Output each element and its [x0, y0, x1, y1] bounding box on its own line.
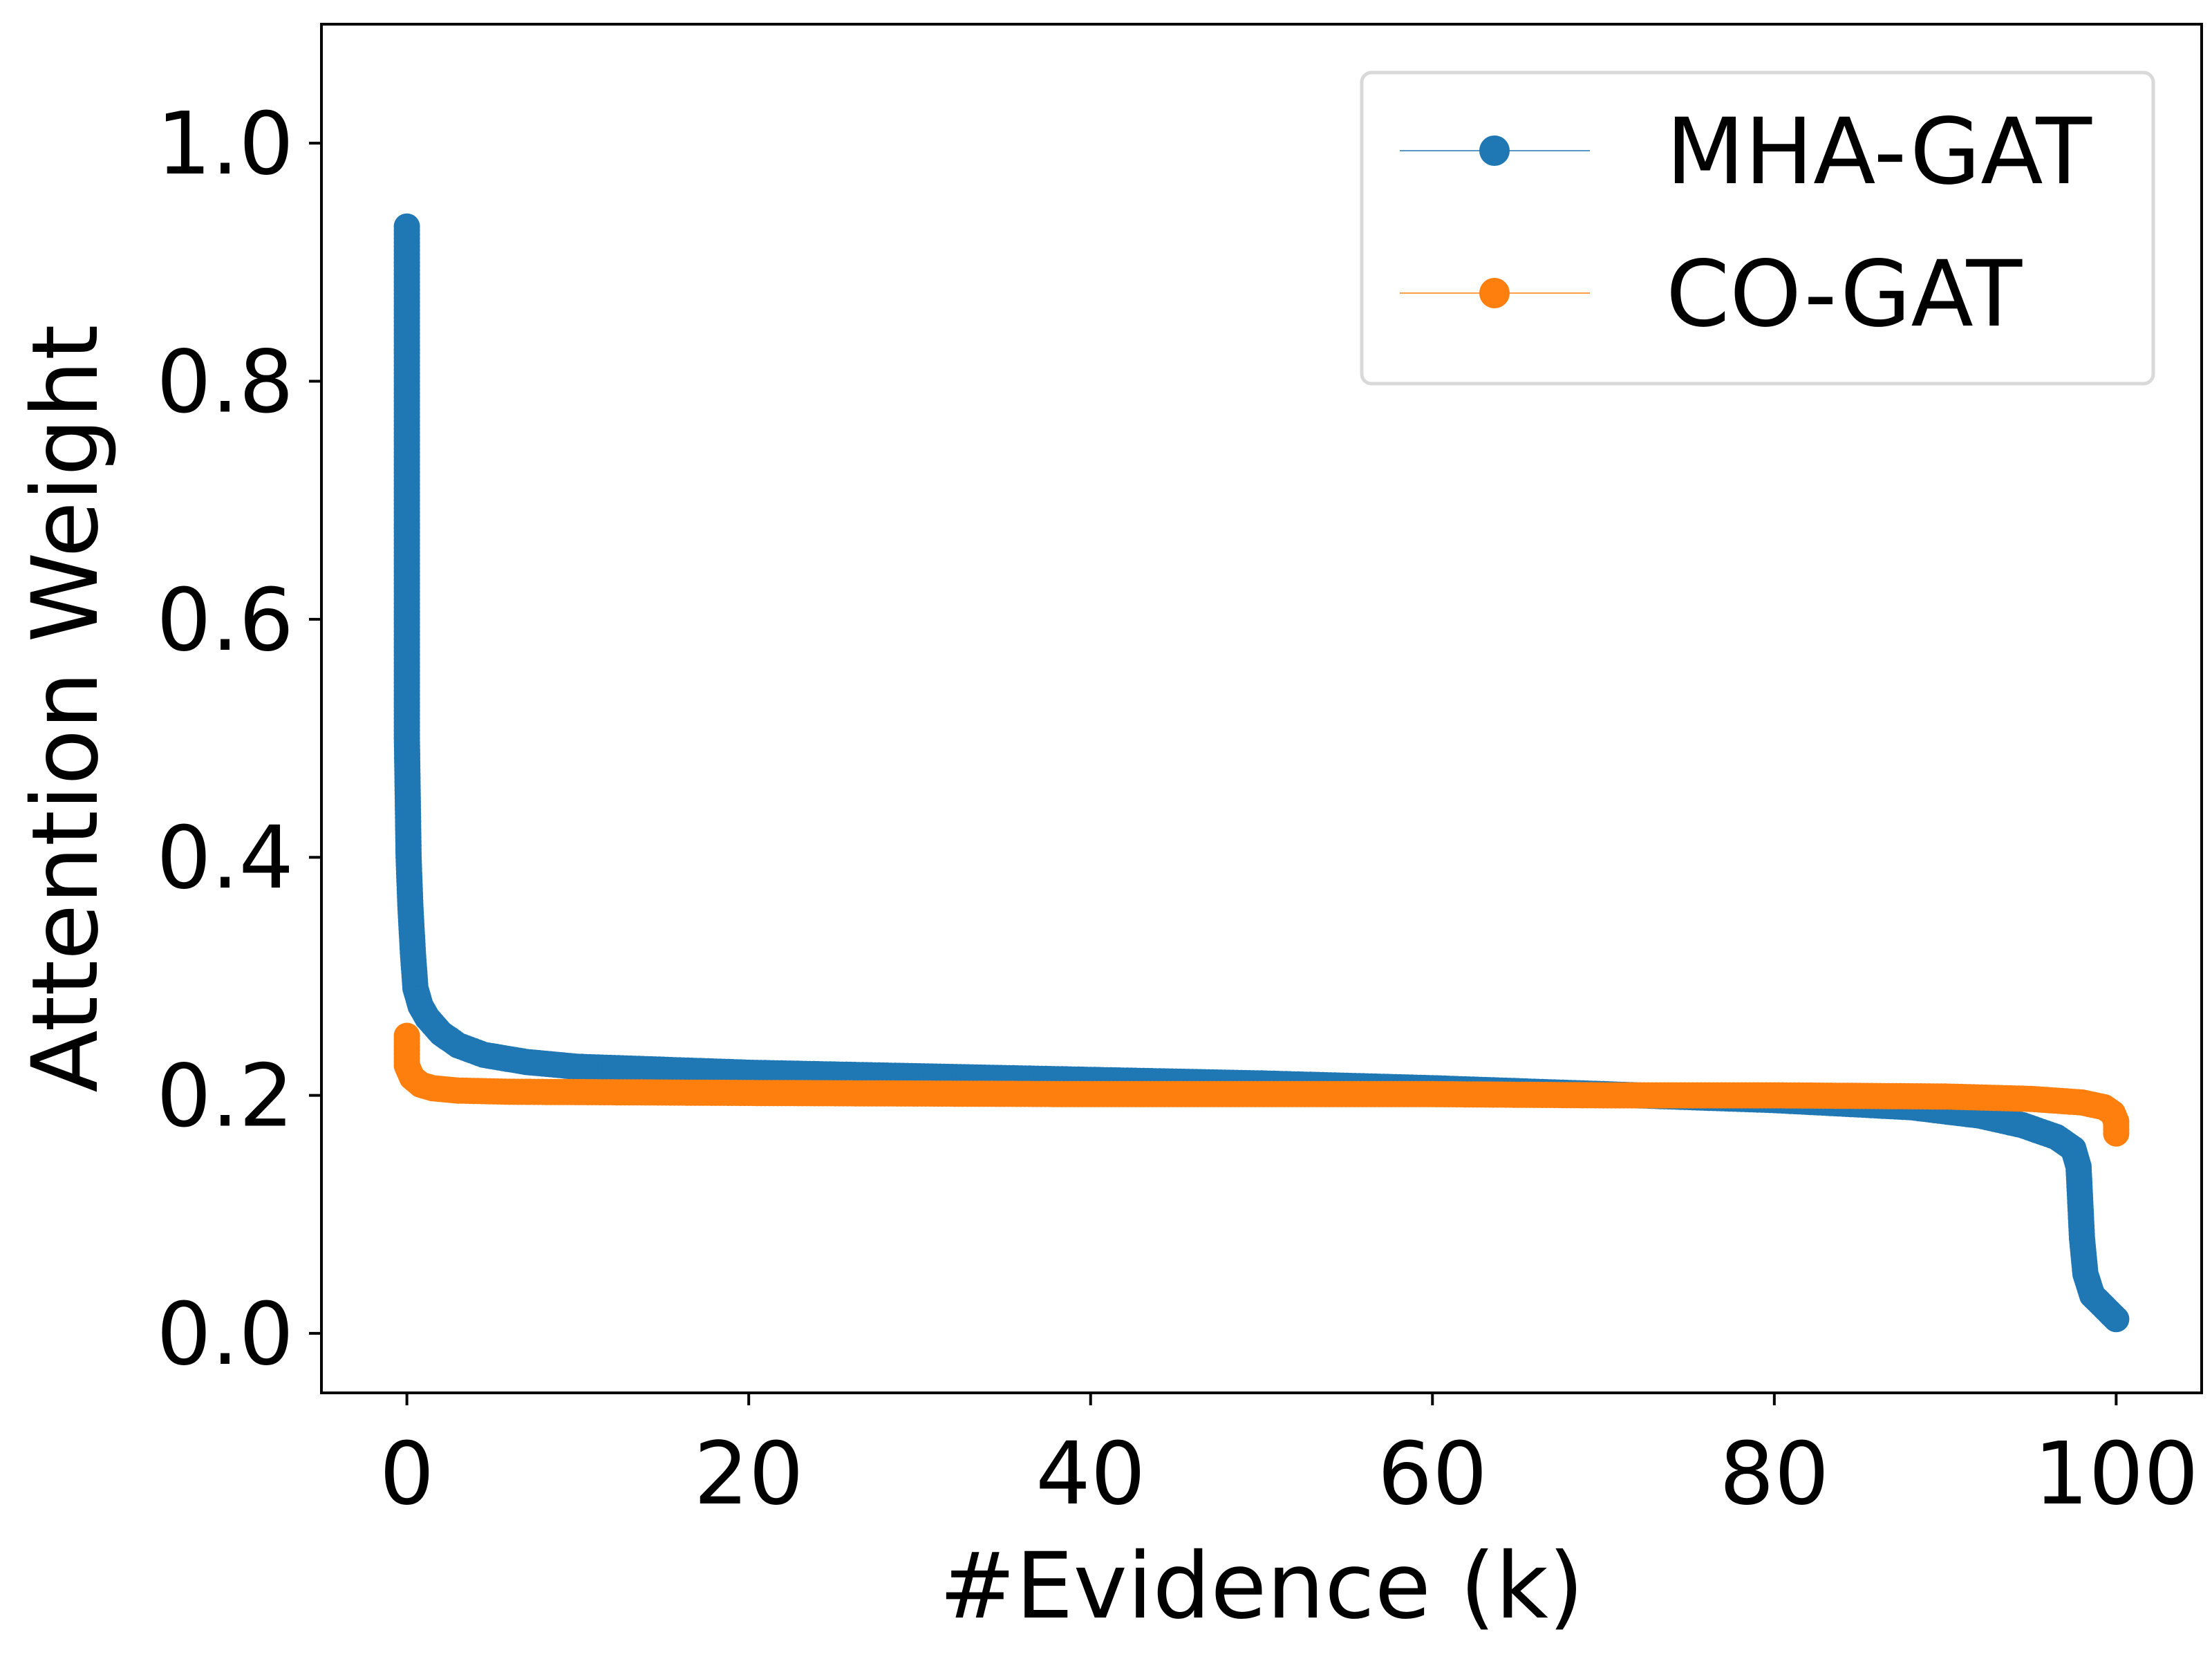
plot-frame: [320, 23, 2203, 1394]
x-tick-label: 80: [1719, 1424, 1829, 1524]
legend-marker-mha-gat: [1479, 135, 1510, 166]
y-axis: 0.0 0.2 0.4 0.6 0.8 1.0: [156, 94, 321, 1385]
y-tick-label: 0.0: [156, 1284, 294, 1385]
y-tick-label: 0.2: [156, 1047, 294, 1147]
series-co-gat: [393, 1022, 2130, 1147]
legend: MHA-GAT CO-GAT: [1360, 71, 2155, 386]
x-tick-label: 40: [1035, 1424, 1145, 1524]
y-tick-label: 0.4: [156, 808, 294, 908]
data-point: [2103, 1306, 2130, 1333]
series-mha-gat: [393, 213, 2130, 1333]
y-axis-title: Attention Weight: [12, 324, 119, 1092]
x-tick-label: 20: [694, 1424, 804, 1524]
x-axis: 0 20 40 60 80 100: [379, 1393, 2199, 1524]
x-tick-label: 60: [1378, 1424, 1488, 1524]
x-tick-label: 0: [379, 1424, 435, 1524]
legend-label-co-gat: CO-GAT: [1666, 241, 2023, 348]
y-tick-label: 0.8: [156, 332, 294, 433]
legend-marker-co-gat: [1479, 278, 1510, 308]
plot-series: [393, 213, 2130, 1333]
y-tick-label: 0.6: [156, 570, 294, 671]
x-axis-title: #Evidence (k): [939, 1533, 1584, 1640]
x-tick-label: 100: [2034, 1424, 2199, 1524]
y-tick-label: 1.0: [156, 94, 294, 194]
legend-label-mha-gat: MHA-GAT: [1666, 99, 2092, 205]
data-point: [2103, 1120, 2130, 1147]
